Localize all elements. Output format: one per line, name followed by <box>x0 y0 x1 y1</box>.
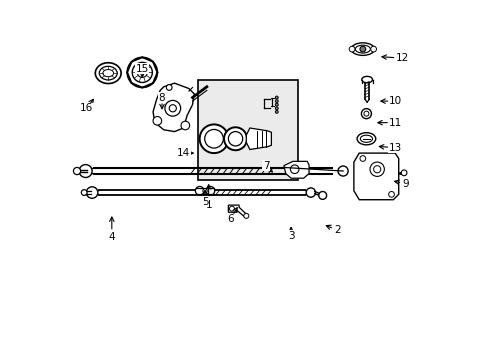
Circle shape <box>337 166 347 176</box>
Circle shape <box>275 103 278 106</box>
Circle shape <box>290 165 298 174</box>
Text: 14: 14 <box>177 148 190 158</box>
Polygon shape <box>228 205 247 217</box>
Polygon shape <box>284 161 308 178</box>
Ellipse shape <box>350 43 374 55</box>
Circle shape <box>361 109 371 119</box>
Circle shape <box>206 186 214 195</box>
Text: 15: 15 <box>135 64 149 74</box>
Circle shape <box>275 111 278 113</box>
Ellipse shape <box>361 76 372 83</box>
Text: 6: 6 <box>226 215 233 224</box>
Bar <box>198 80 298 180</box>
Circle shape <box>181 121 189 130</box>
Circle shape <box>79 165 92 177</box>
Circle shape <box>318 192 326 199</box>
Circle shape <box>400 170 406 176</box>
Text: 9: 9 <box>402 179 408 189</box>
Text: 4: 4 <box>108 232 115 242</box>
Text: 3: 3 <box>287 231 294 240</box>
Text: 7: 7 <box>262 161 269 171</box>
Circle shape <box>370 46 376 52</box>
Text: 12: 12 <box>395 53 408 63</box>
Circle shape <box>305 188 315 197</box>
Circle shape <box>86 187 98 198</box>
Circle shape <box>348 46 354 52</box>
Circle shape <box>244 213 248 219</box>
Text: 2: 2 <box>334 225 340 235</box>
Circle shape <box>81 190 87 195</box>
Text: 1: 1 <box>205 200 211 210</box>
Polygon shape <box>153 83 194 132</box>
Circle shape <box>127 57 157 87</box>
Circle shape <box>229 206 234 211</box>
Circle shape <box>359 156 365 161</box>
Circle shape <box>388 192 394 197</box>
Ellipse shape <box>95 63 121 84</box>
Text: 8: 8 <box>159 93 165 103</box>
Circle shape <box>166 85 172 90</box>
Circle shape <box>73 167 81 175</box>
Text: 16: 16 <box>80 103 93 113</box>
Circle shape <box>359 46 365 52</box>
Circle shape <box>275 107 278 110</box>
Polygon shape <box>353 153 398 200</box>
Text: 10: 10 <box>388 96 401 106</box>
Circle shape <box>153 117 162 125</box>
Text: 11: 11 <box>387 118 401 128</box>
Text: 13: 13 <box>387 143 401 153</box>
Circle shape <box>224 127 246 150</box>
Polygon shape <box>246 128 271 149</box>
Circle shape <box>195 186 203 195</box>
Circle shape <box>199 125 228 153</box>
Circle shape <box>203 189 207 193</box>
Circle shape <box>275 100 278 103</box>
Text: 5: 5 <box>202 197 208 207</box>
Circle shape <box>275 96 278 99</box>
Ellipse shape <box>356 133 375 145</box>
